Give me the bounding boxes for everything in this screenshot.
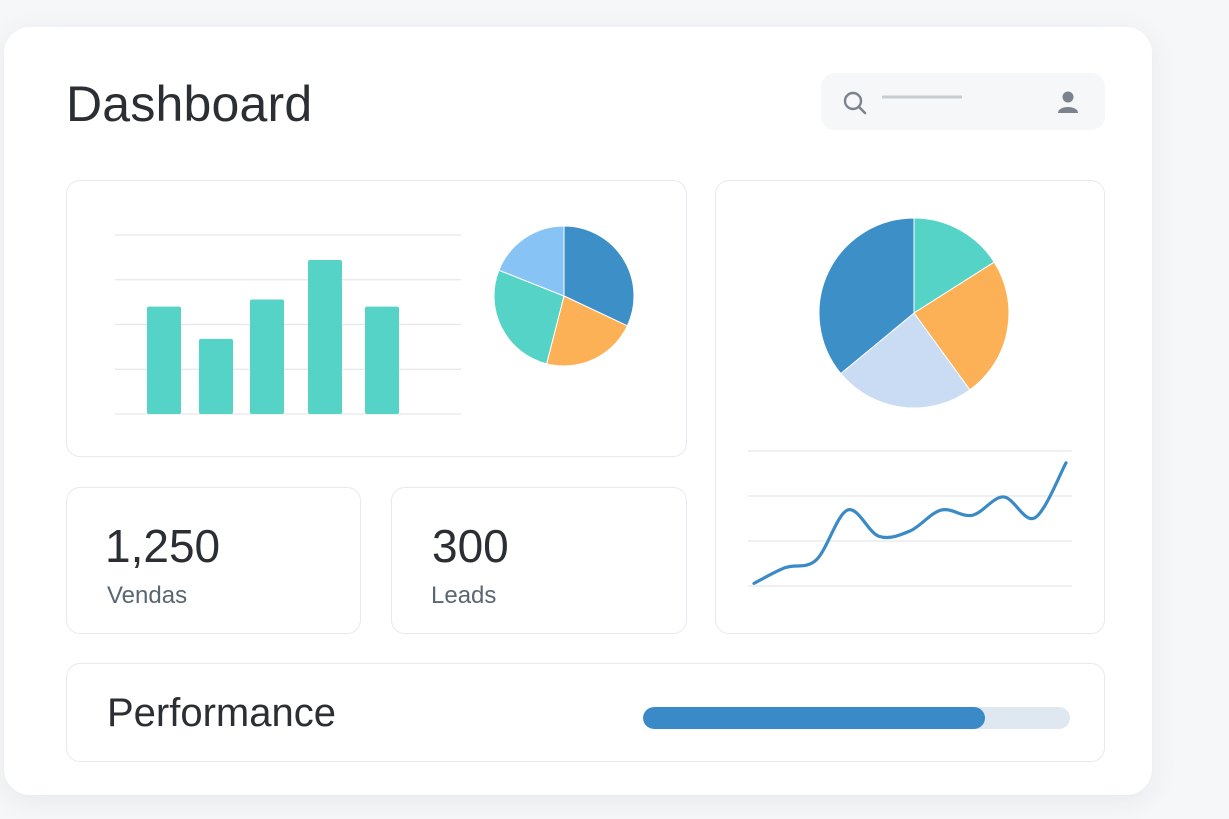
leads-value: 300 <box>432 520 509 572</box>
stat-card-vendas: 1,250 Vendas <box>66 487 361 634</box>
search-icon[interactable] <box>841 89 869 117</box>
performance-panel: Performance <box>66 663 1105 762</box>
stat-card-leads: 300 Leads <box>391 487 687 634</box>
chart-panel-main <box>66 180 687 457</box>
pie-slice <box>818 217 915 375</box>
bar-chart <box>115 234 461 415</box>
performance-progress-track <box>643 707 1070 729</box>
search-bar[interactable] <box>821 73 1105 130</box>
pie-slice <box>493 269 565 365</box>
pie-chart-large <box>818 217 1010 409</box>
page-title: Dashboard <box>66 76 313 132</box>
pie-slice <box>840 312 971 409</box>
search-placeholder-line <box>882 95 962 99</box>
bar <box>199 338 233 414</box>
performance-progress-fill <box>643 707 985 729</box>
pie-chart-small <box>493 225 635 367</box>
leads-label: Leads <box>431 582 497 609</box>
bar <box>365 306 399 414</box>
bar <box>147 306 181 414</box>
vendas-label: Vendas <box>107 582 188 609</box>
pie-slice <box>913 261 1010 391</box>
line-series <box>752 461 1068 585</box>
line-chart <box>748 450 1072 587</box>
pie-slice <box>563 225 635 327</box>
pie-slice <box>913 217 995 314</box>
pie-slice <box>545 295 629 367</box>
user-icon[interactable] <box>1056 89 1080 115</box>
bar <box>250 299 284 414</box>
bar <box>308 260 342 414</box>
pie-slice <box>498 225 565 297</box>
vendas-value: 1,250 <box>105 520 221 572</box>
chart-panel-side <box>715 180 1105 634</box>
performance-label: Performance <box>107 691 336 735</box>
